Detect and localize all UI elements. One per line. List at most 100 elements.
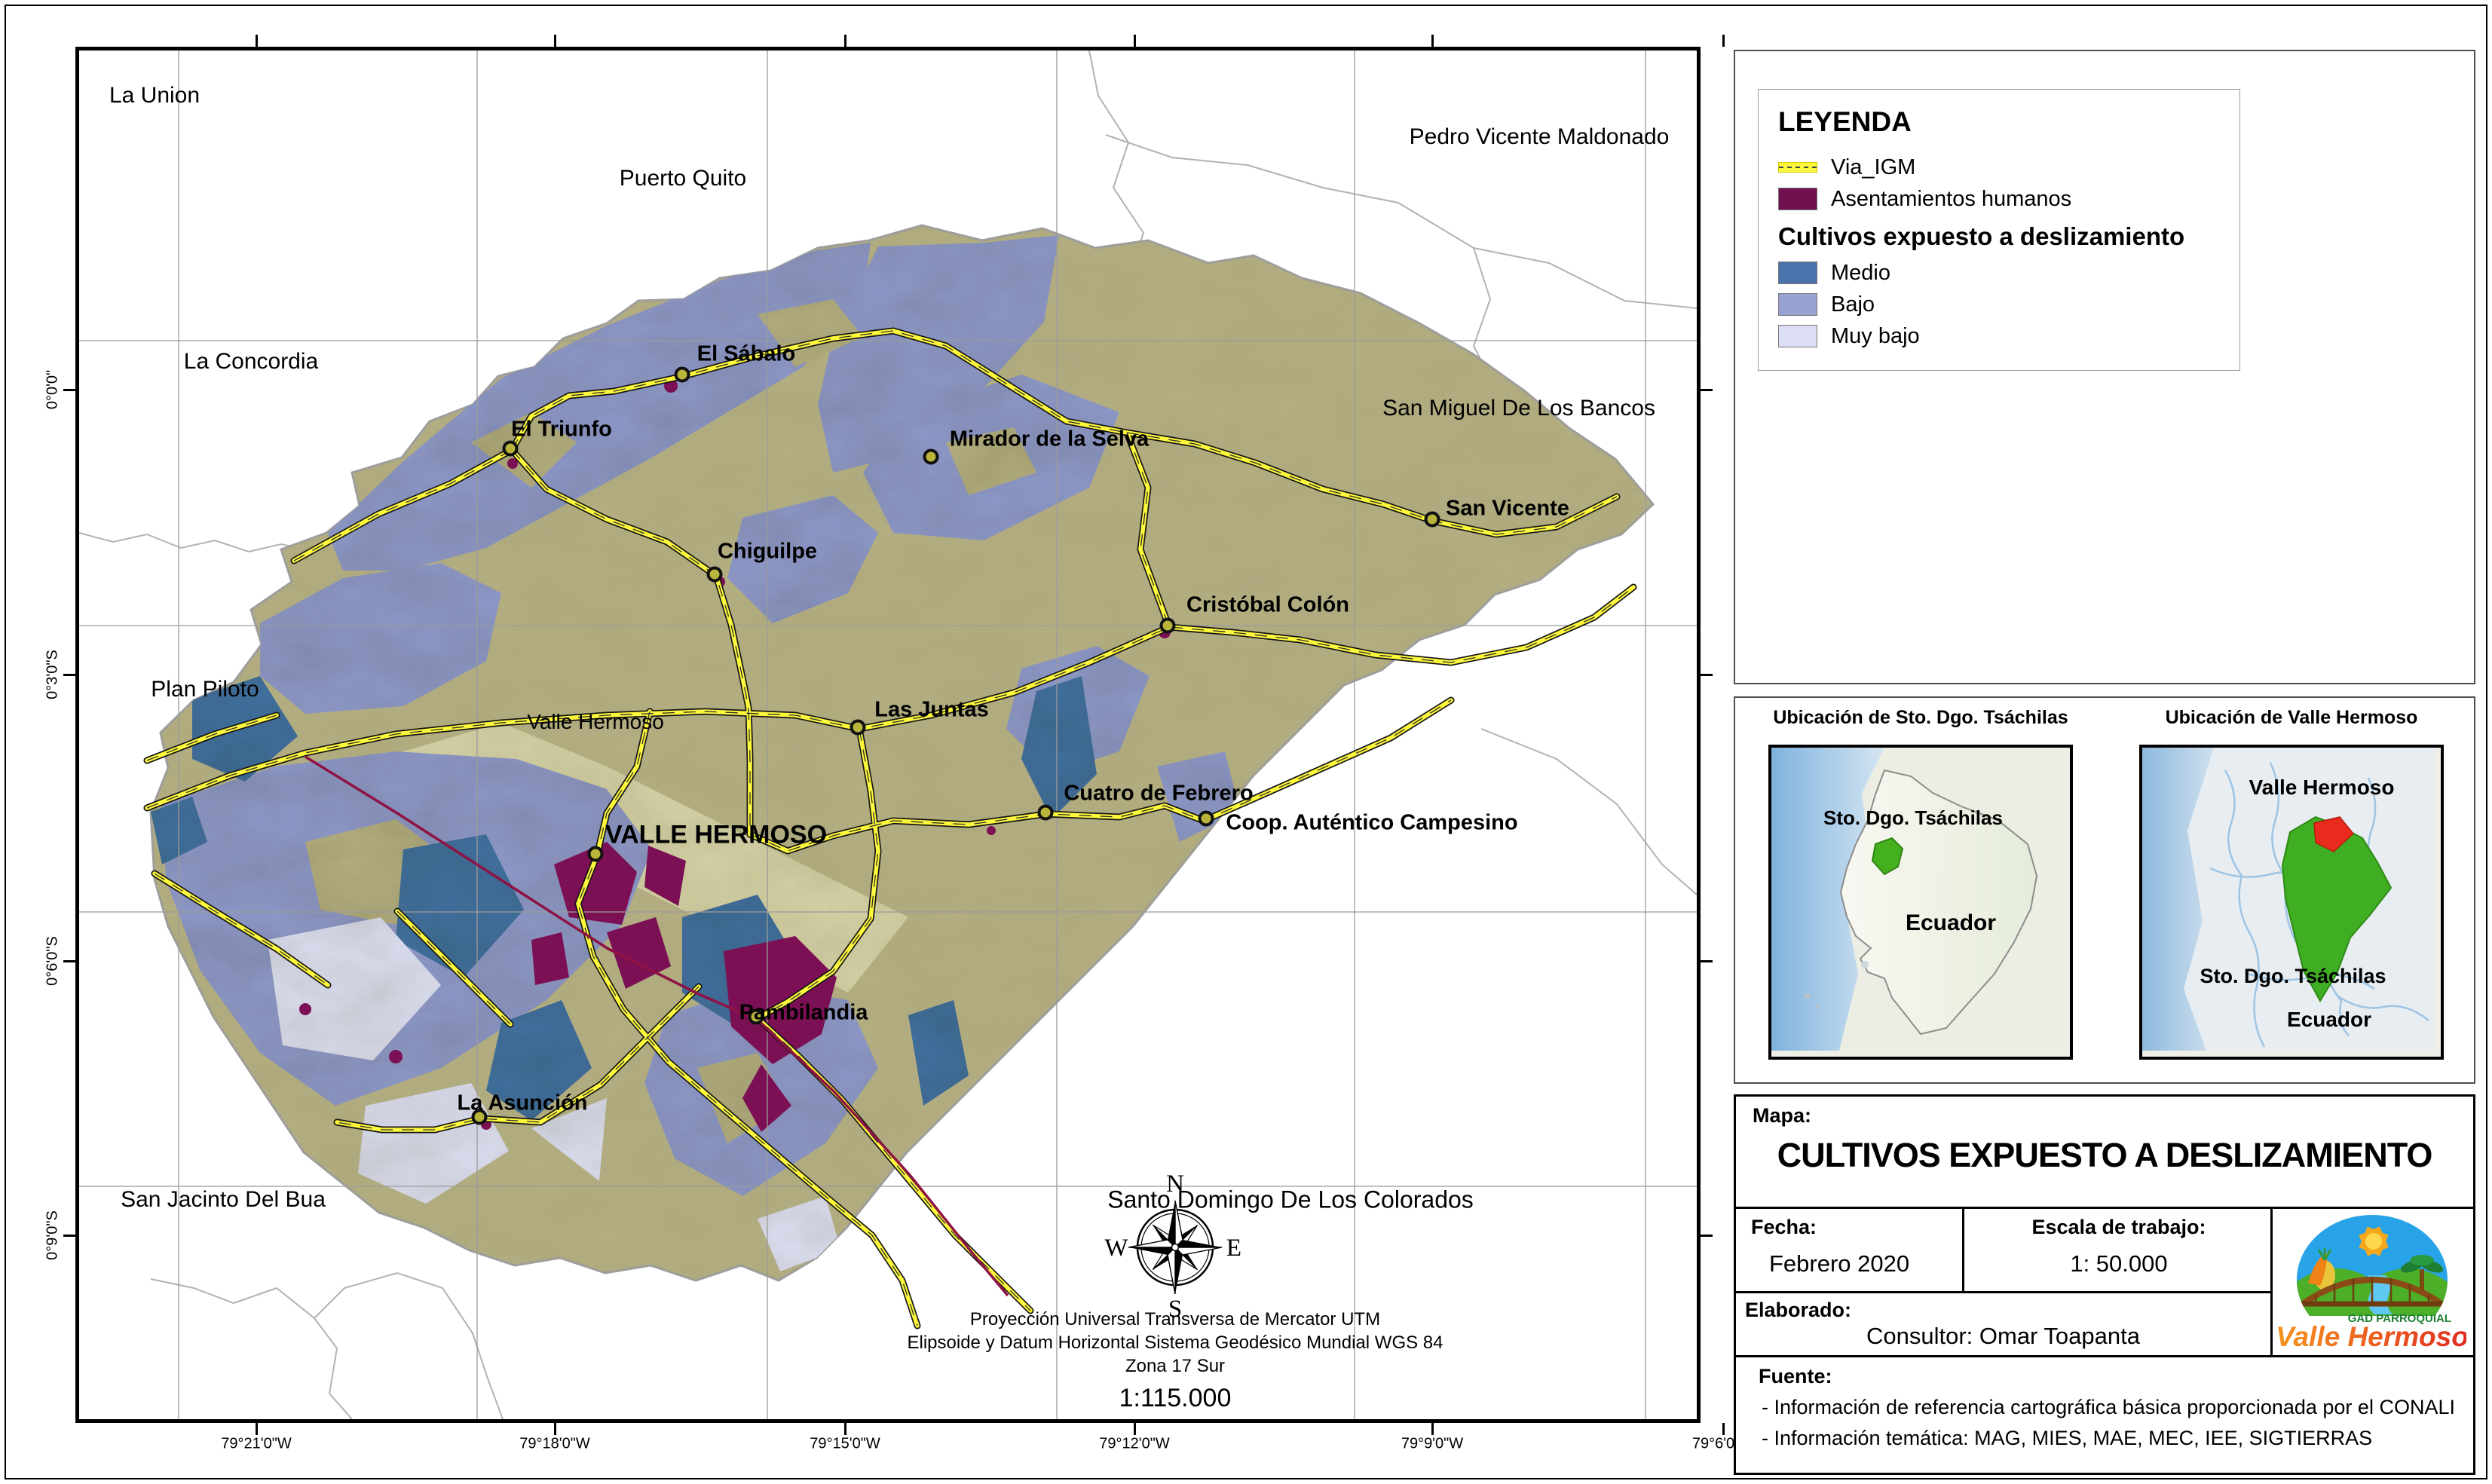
lon-label: 79°12'0"W [1099,1435,1170,1452]
lat-label: 0°0'0" [44,369,61,410]
map-canvas: N E S W La Union Puerto Quito Pedro Vicent… [75,47,1701,1423]
settlement-marker-icon [1037,804,1054,821]
elaborado-value: Consultor: Omar Toapanta [1866,1323,2140,1349]
page-border [5,5,2487,1479]
legend-item-medio: Medio [1778,257,2220,289]
lon-label: 79°18'0"W [519,1435,590,1452]
axis-tick [1722,35,1725,47]
elaborado-label: Elaborado: [1745,1299,1852,1321]
axis-tick [1701,389,1713,391]
exposure-classes [151,225,1653,1281]
graticule [79,50,1697,1419]
lat-label: 0°3'0"S [44,650,61,699]
mapa-label: Mapa: [1753,1104,1812,1127]
inset-map-province: Valle Hermoso Sto. Dgo. Tsáchilas Ecuado… [2139,745,2444,1060]
legend-label: Asentamientos humanos [1831,186,2072,211]
legend-box: LEYENDA Via_IGM Asentamientos humanos Cu… [1758,89,2240,371]
title-block: Mapa: CULTIVOS EXPUESTO A DESLIZAMIENTO … [1734,1094,2475,1475]
map-label-mirador-de-la-selva: Mirador de la Selva [949,427,1150,451]
axis-tick [1431,1423,1434,1435]
settlement-marker-icon [748,1008,764,1025]
inset-label: Ecuador [1906,910,1996,935]
axis-tick [1701,960,1713,962]
map-label-la-union: La Union [109,83,201,108]
lon-label: 79°15'0"W [810,1435,880,1452]
map-label-pambilandia: Pambilandia [739,1000,868,1025]
map-label-las-juntas: Las Juntas [874,697,989,722]
axis-tick [63,1235,75,1237]
inset-title: Ubicación de Sto. Dgo. Tsáchilas [1773,707,2068,728]
road-line-swatch-icon [1778,162,1817,173]
map-label-san-jacinto-del-bua: San Jacinto Del Bua [121,1187,326,1212]
legend-panel: LEYENDA Via_IGM Asentamientos humanos Cu… [1734,50,2475,684]
map-label-santo-domingo-de-los-colorados: Santo Domingo De Los Colorados [1107,1186,1474,1213]
sun-icon [2359,1226,2389,1256]
settlement-marker-icon [471,1109,488,1125]
compass-s: S [1168,1296,1182,1323]
settlement-marker-icon [1198,810,1214,827]
lon-label: 79°9'0"W [1401,1435,1464,1452]
palm-tree-icon [2400,1255,2444,1295]
map-label-cuatro-de-febrero: Cuatro de Febrero [1064,781,1254,806]
legend-class-list: Medio Bajo Muy bajo [1778,257,2220,352]
settlement-marker-icon [1159,617,1176,634]
lon-label: 79°21'0"W [221,1435,292,1452]
inset-label: Ecuador [2287,1008,2371,1031]
settlement-marker-icon [850,719,866,736]
map-title: CULTIVOS EXPUESTO A DESLIZAMIENTO [1777,1136,2433,1174]
axis-tick [1134,35,1136,47]
compass-rose-icon: N E S W [1104,1170,1241,1323]
map-label-pedro-vicente-maldonado: Pedro Vicente Maldonado [1409,124,1670,149]
class-swatch-icon [1778,262,1817,284]
inset-map-ecuador: Sto. Dgo. Tsáchilas Ecuador [1768,745,2073,1060]
legend-label: Via_IGM [1831,155,1916,179]
compass-n: N [1166,1170,1184,1198]
legend-title: LEYENDA [1778,106,1912,137]
projection-note: Proyección Universal Transversa de Merca… [798,1308,1552,1412]
fuente-line: - Información temática: MAG, MIES, MAE, … [1762,1427,2373,1449]
inset-valle-hermoso: Ubicación de Valle Hermoso [2106,698,2477,1085]
map-label-valle-hermoso: Valle Hermoso [527,710,664,733]
secondary-route [305,755,1009,1297]
inset-sto-dgo: Ubicación de Sto. Dgo. Tsáchilas Sto. Dg… [1735,698,2106,1085]
axis-tick [844,1423,846,1435]
axis-tick [554,1423,556,1435]
insets-panel: Ubicación de Sto. Dgo. Tsáchilas Sto. Dg… [1734,696,2475,1084]
compass-e: E [1226,1235,1241,1262]
class-swatch-icon [1778,293,1817,316]
projection-line: Proyección Universal Transversa de Merca… [969,1309,1381,1329]
map-label-la-concordia: La Concordia [183,349,319,374]
axis-tick [844,35,846,47]
axis-tick [63,674,75,676]
map-scale-text: 1:115.000 [1119,1384,1232,1412]
map-label-el-triunfo: El Triunfo [511,417,612,442]
axis-tick [1431,35,1434,47]
settlement-marker-icon [923,448,939,465]
fecha-value: Febrero 2020 [1769,1250,1910,1277]
settlement-swatch-icon [1778,188,1817,210]
legend-label: Medio [1831,260,1890,285]
map-label-puerto-quito: Puerto Quito [619,166,747,191]
axis-tick [256,35,258,47]
fecha-label: Fecha: [1751,1216,1817,1238]
map-label-chiguilpe: Chiguilpe [717,539,818,564]
lat-label: 0°6'0"S [44,936,61,986]
axis-tick [1722,1423,1725,1435]
inset-label: Sto. Dgo. Tsáchilas [2200,965,2386,987]
axis-tick [1701,1235,1713,1237]
legend-item-via: Via_IGM [1778,151,2220,183]
settlement-marker-icon [1424,511,1440,528]
legend-item-muy-bajo: Muy bajo [1778,320,2220,352]
projection-line: Elipsoide y Datum Horizontal Sistema Geo… [907,1333,1443,1353]
axis-tick [63,389,75,391]
fuente-lines: - Información de referencia cartográfica… [1762,1392,2455,1454]
legend-item-bajo: Bajo [1778,289,2220,320]
parish-logo: GAD PARROQUIAL Valle Hermoso [2273,1210,2472,1354]
logo-subtitle: GAD PARROQUIAL [2348,1312,2451,1325]
axis-tick [1701,674,1713,676]
escala-label: Escala de trabajo: [2031,1216,2206,1238]
settlement-marker-icon [587,846,604,862]
map-label-plan-piloto: Plan Piloto [151,677,259,702]
map-label-coop-aute-ntico-campesino: Coop. Auténtico Campesino [1226,810,1518,835]
